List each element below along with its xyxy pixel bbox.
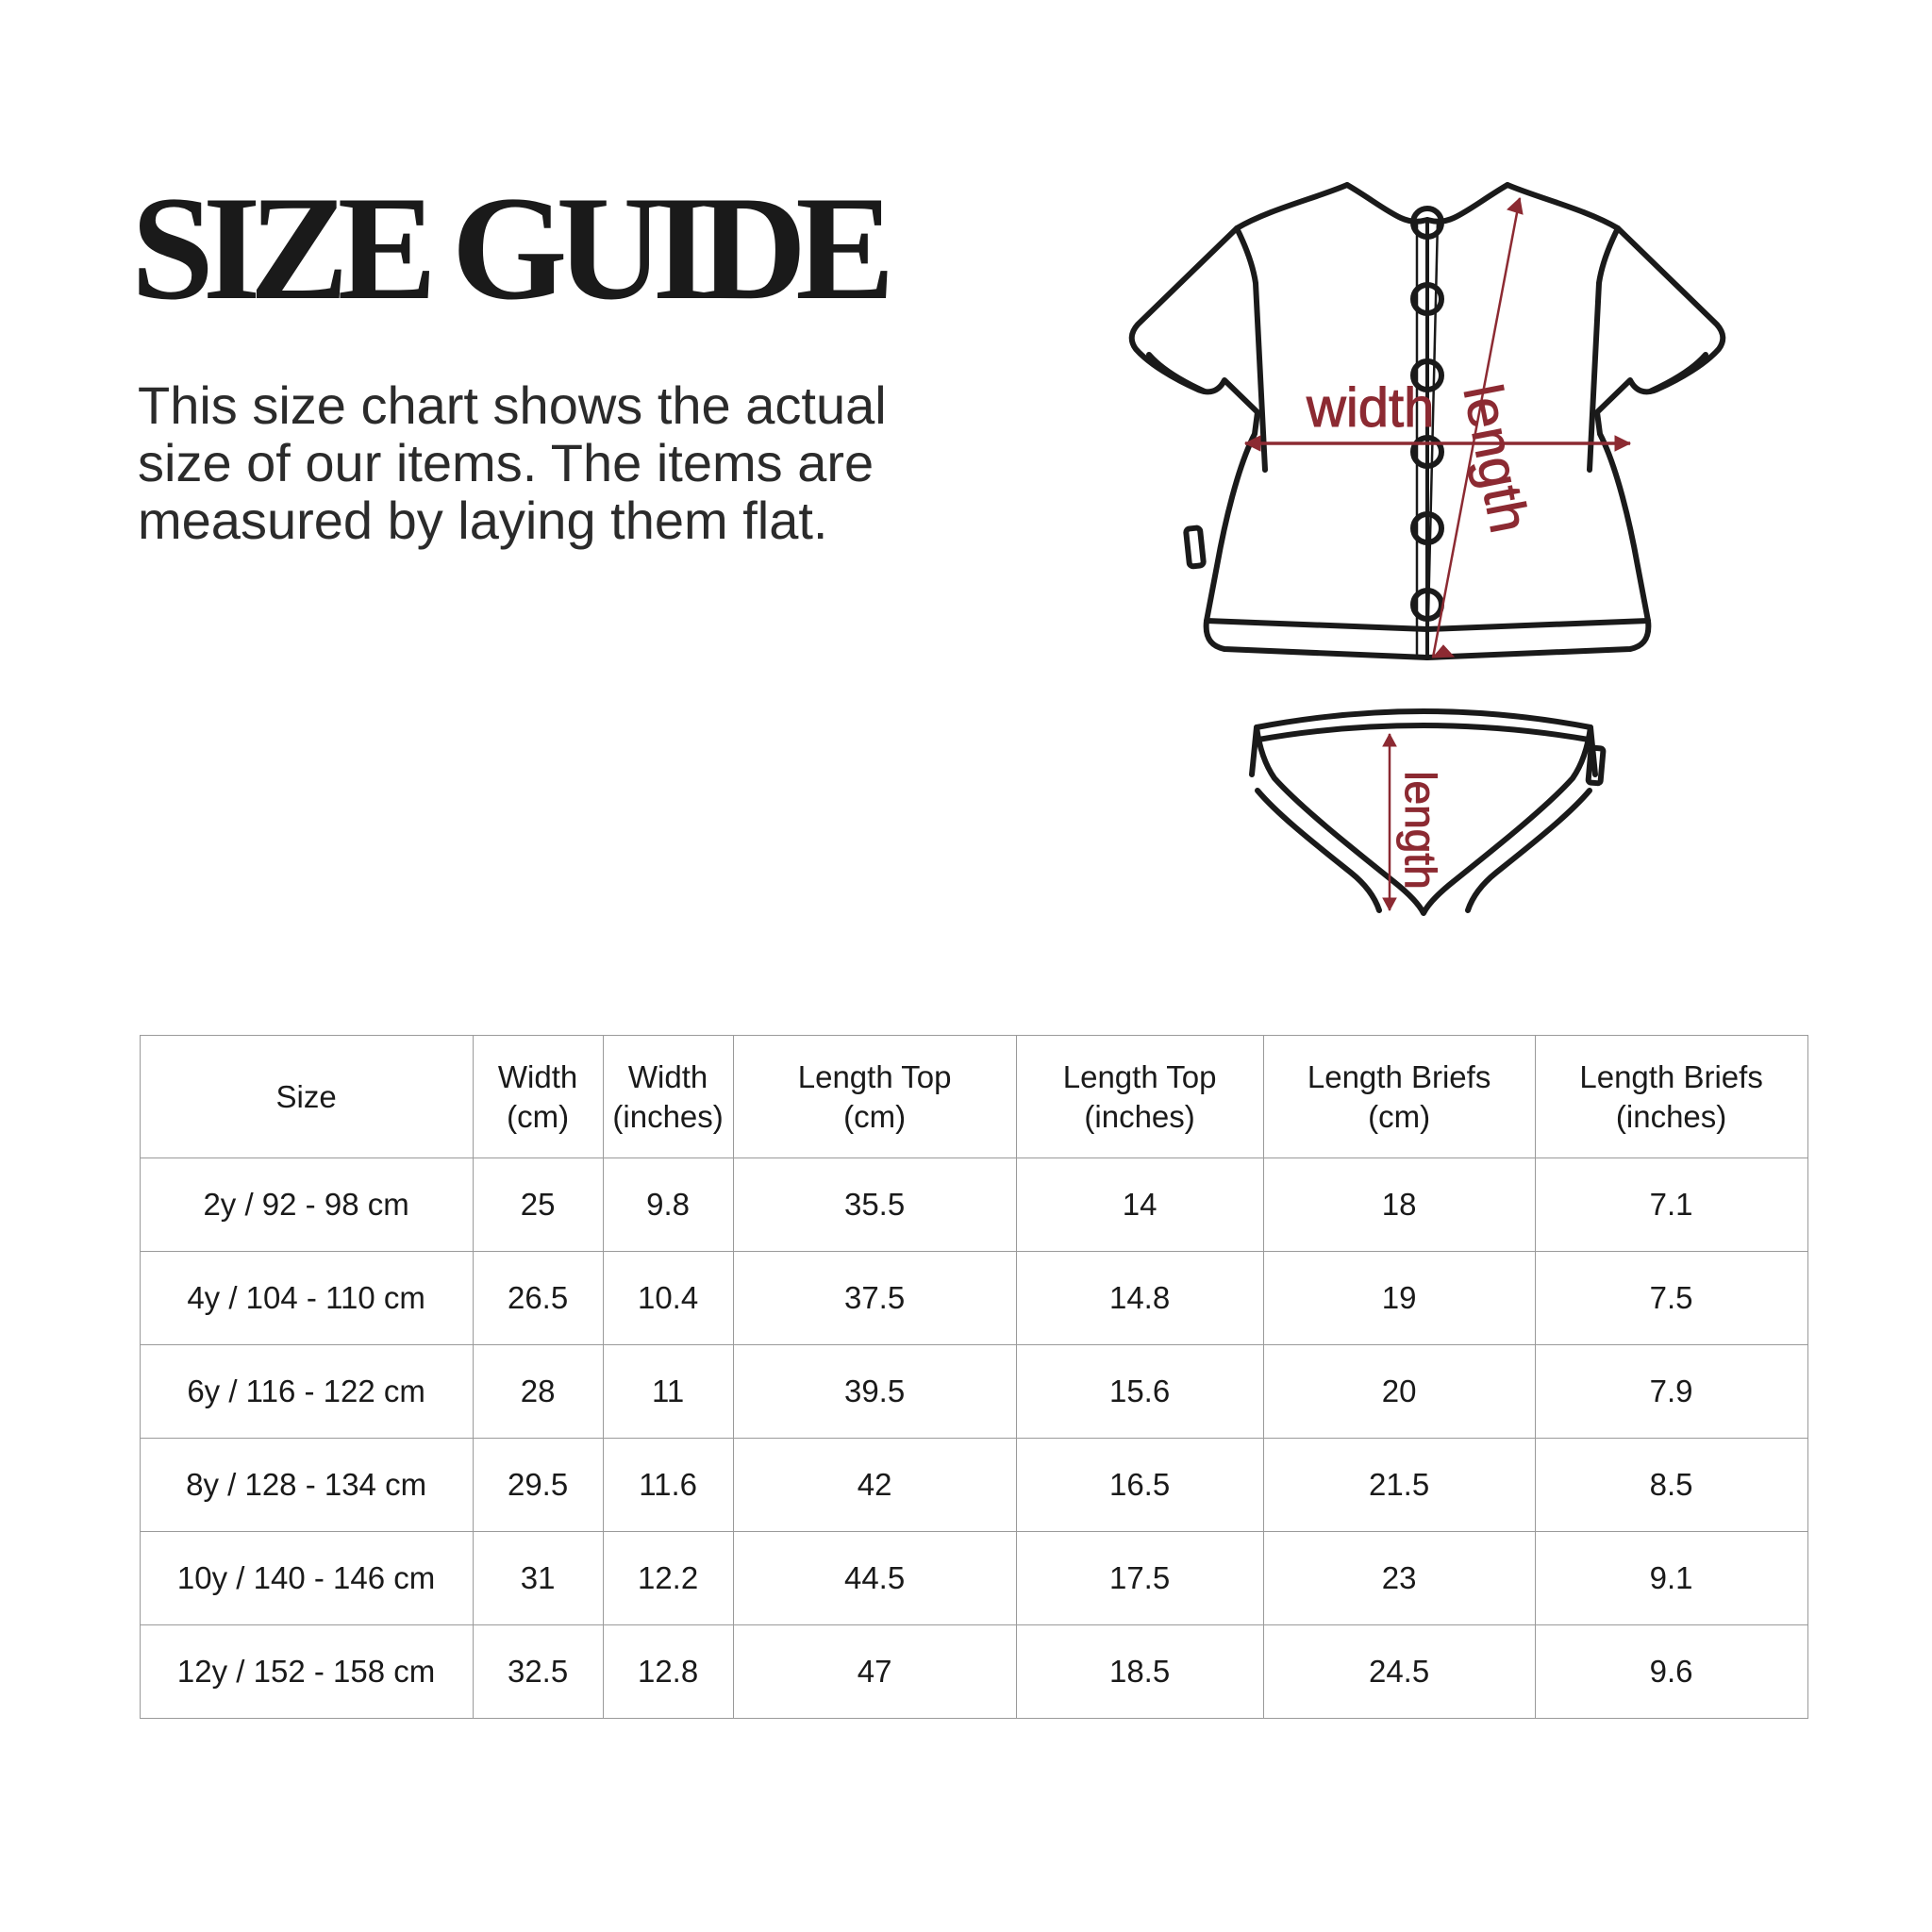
svg-text:length: length (1452, 379, 1541, 538)
svg-text:width: width (1306, 377, 1434, 439)
svg-text:length: length (1396, 771, 1445, 889)
